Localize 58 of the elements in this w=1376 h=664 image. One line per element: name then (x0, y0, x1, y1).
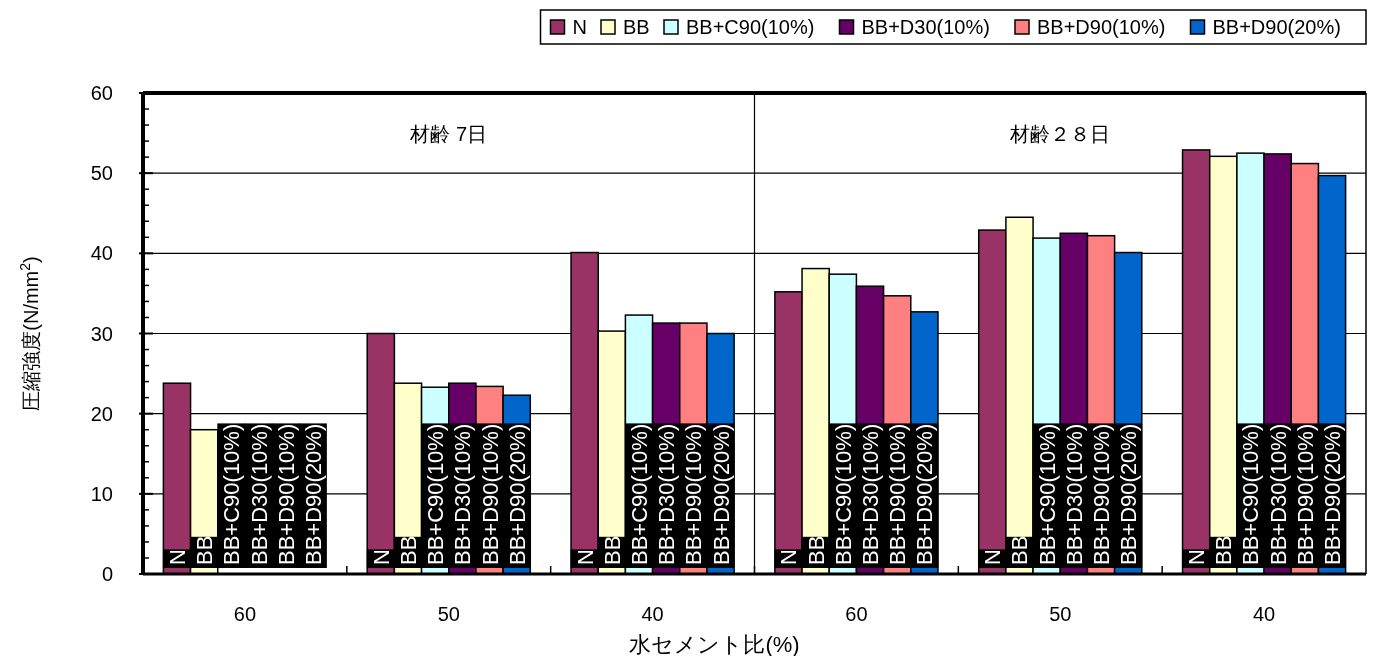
text: N (368, 549, 394, 565)
text: BB+C90(10%) (1238, 423, 1264, 565)
text: BB+C90(10%) (830, 423, 856, 565)
text: N (776, 549, 802, 565)
legend-label: BB+D90(10%) (1037, 16, 1166, 38)
text: BB+D30(10%) (450, 423, 476, 565)
x-tick-label: 40 (1252, 603, 1276, 625)
legend-label: BB+D30(10%) (861, 16, 990, 38)
text: BB+C90(10%) (423, 423, 449, 565)
text: BB+D90(10%) (477, 423, 503, 565)
y-tick-label: 40 (90, 242, 113, 265)
text: BB+D90(20%) (1116, 423, 1142, 565)
x-axis-title: 水セメント比(%) (629, 632, 800, 657)
y-tick-label: 20 (90, 402, 113, 425)
x-tick-label: 50 (1049, 603, 1072, 625)
text: BB+D30(10%) (1061, 423, 1087, 565)
legend-label: BB (623, 16, 650, 38)
text: BB+C90(10%) (219, 423, 245, 565)
y-tick-label: 60 (90, 82, 113, 104)
text: BB+D90(10%) (885, 423, 911, 565)
text: BB+D90(20%) (300, 423, 326, 565)
y-tick-label: 0 (101, 563, 113, 585)
text: BB+D30(10%) (858, 423, 884, 565)
text: BB+C90(10%) (1034, 423, 1060, 565)
x-tick-label: 60 (845, 603, 868, 625)
legend-label: BB+D90(20%) (1212, 16, 1341, 38)
y-tick-label: 30 (90, 322, 113, 345)
text: BB+D90(20%) (912, 423, 938, 565)
annotation: 材齢２８日 (1009, 123, 1111, 145)
text: BB+D30(10%) (246, 423, 272, 565)
text: BB+D30(10%) (1265, 423, 1291, 565)
text: BB (599, 535, 625, 565)
legend-label: BB+C90(10%) (686, 16, 815, 38)
text: BB+D90(20%) (504, 423, 530, 565)
text: BB+C90(10%) (626, 423, 652, 565)
text: BB (395, 535, 421, 565)
y-tick-label: 50 (90, 162, 113, 185)
text: BB+D90(10%) (1089, 423, 1115, 565)
text: BB+D90(10%) (273, 423, 299, 565)
legend-label: N (572, 16, 587, 38)
x-tick-label: 50 (437, 603, 460, 625)
text: N (572, 549, 598, 565)
y-tick-label: 10 (90, 482, 113, 505)
text: BB+D90(20%) (708, 423, 734, 565)
text: N (980, 549, 1006, 565)
text: BB+D90(10%) (1292, 423, 1318, 565)
text: BB (192, 535, 218, 565)
text: N (164, 549, 190, 565)
text: BB+D90(10%) (681, 423, 707, 565)
text: BB (1007, 535, 1033, 565)
text: BB+D30(10%) (654, 423, 680, 565)
text: BB (1211, 535, 1237, 565)
x-tick-label: 40 (641, 603, 664, 625)
annotation: 材齢 7日 (409, 123, 488, 145)
text: N (1184, 549, 1210, 565)
text: BB+D90(20%) (1320, 423, 1346, 565)
x-tick-label: 60 (233, 603, 257, 625)
text: BB (803, 535, 829, 565)
